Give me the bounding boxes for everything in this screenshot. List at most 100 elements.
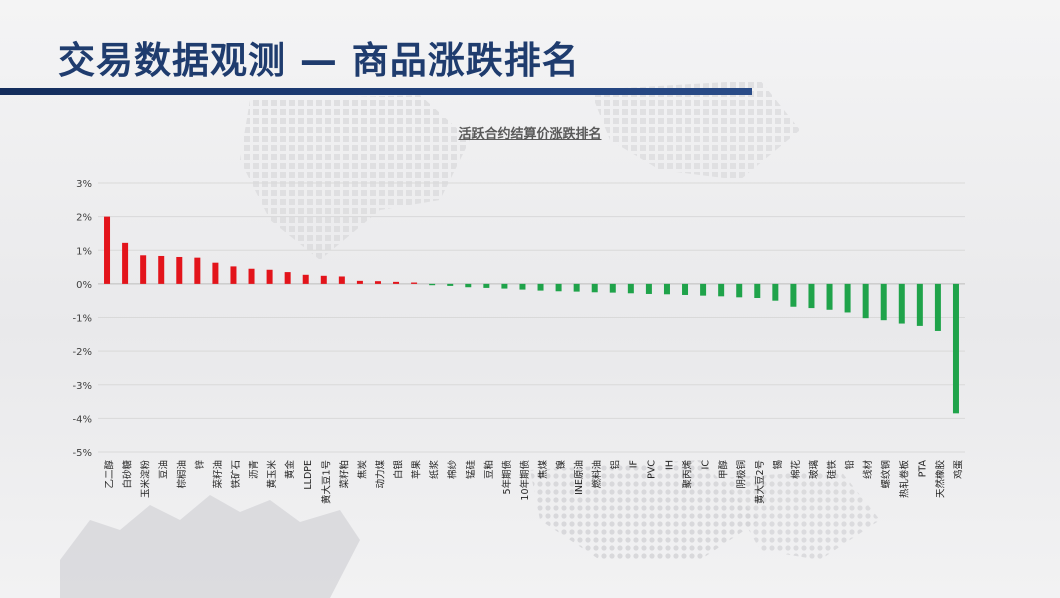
x-tick-label: 硅铁: [826, 460, 838, 480]
title-underline-bar: [0, 88, 752, 95]
y-tick-label: 0%: [76, 280, 92, 291]
x-tick-label: 棕榈油: [176, 460, 188, 489]
bar-4: [158, 255, 165, 284]
bar-19: [429, 283, 436, 286]
x-tick-label: 棉纱: [447, 460, 459, 480]
bar-38: [772, 283, 779, 301]
bar-21: [465, 283, 472, 288]
x-tick-label: 5年期债: [501, 460, 513, 495]
x-tick-label: IH: [664, 460, 675, 470]
x-tick-label: 白砂糖: [122, 460, 134, 489]
x-tick-label: 黄玉米: [266, 460, 278, 489]
bar-27: [573, 283, 580, 292]
x-tick-label: 锰硅: [465, 460, 477, 480]
chart-title: 活跃合约结算价涨跌排名: [458, 127, 602, 142]
bar-32: [663, 283, 670, 295]
y-tick-label: -3%: [73, 381, 92, 392]
x-tick-label: 阴极铜: [736, 460, 748, 489]
x-tick-label: 10年期债: [519, 460, 531, 501]
bar-12: [302, 274, 309, 284]
x-tick-label: LLDPE: [303, 460, 314, 490]
x-tick-label: 铁矿石: [230, 460, 242, 489]
x-tick-label: IC: [701, 460, 712, 470]
bar-26: [555, 283, 562, 292]
x-tick-label: INE原油: [573, 460, 585, 495]
x-tick-label: 乙二醇: [104, 460, 116, 489]
x-tick-label: 玻璃: [808, 460, 820, 479]
x-tick-label: 动力煤: [374, 460, 386, 489]
bar-25: [537, 283, 544, 291]
bar-44: [880, 283, 887, 321]
y-tick-label: 1%: [76, 246, 92, 257]
bar-45: [898, 283, 905, 324]
bar-17: [393, 281, 400, 284]
x-tick-label: 沥青: [248, 460, 260, 479]
y-tick-label: -5%: [73, 448, 92, 459]
bar-5: [176, 256, 183, 284]
y-tick-label: -4%: [73, 414, 92, 425]
bar-15: [356, 280, 363, 284]
bar-8: [230, 266, 237, 284]
x-tick-label: 锌: [194, 460, 206, 470]
y-tick-label: -2%: [73, 347, 92, 358]
x-tick-label: 鸡蛋: [952, 460, 964, 480]
bar-11: [284, 272, 291, 284]
x-tick-label: 热轧卷板: [898, 460, 910, 499]
x-tick-label: 苹果: [411, 460, 423, 480]
bar-35: [718, 283, 725, 297]
x-tick-label: 铅: [844, 460, 856, 470]
bar-18: [411, 282, 418, 284]
x-tick-label: PVC: [646, 460, 657, 479]
bar-6: [194, 257, 201, 284]
x-tick-label: 纸浆: [429, 460, 441, 480]
bar-22: [483, 283, 490, 288]
y-tick-label: 3%: [76, 179, 92, 190]
y-tick-label: -1%: [73, 314, 92, 325]
bar-48: [952, 283, 959, 414]
grid-lines: [98, 182, 965, 453]
slide-title: 交易数据观测 — 商品涨跌排名: [58, 39, 580, 82]
x-tick-label: PTA: [917, 460, 928, 478]
bar-29: [609, 283, 616, 293]
bar-9: [248, 268, 255, 284]
x-tick-label: 甲醇: [718, 460, 730, 480]
x-tick-label: 菜籽粕: [338, 460, 350, 489]
bar-10: [266, 269, 273, 284]
x-tick-label: 焦炭: [356, 460, 368, 480]
x-tick-label: 黄大豆1号: [320, 460, 332, 504]
bar-34: [700, 283, 707, 296]
x-tick-label: 豆油: [158, 460, 170, 479]
x-tick-label: 豆粕: [483, 460, 495, 479]
bar-2: [122, 242, 129, 284]
y-tick-labels: 3% 2% 1% 0% -1% -2% -3% -4% -5%: [73, 179, 92, 459]
x-tick-labels: 乙二醇 白砂糖 玉米淀粉 豆油 棕榈油锌菜籽油 铁矿石 沥青 黄玉米 黄金 LLDPE 黄大豆1号菜…: [104, 460, 965, 505]
bar-20: [447, 283, 454, 286]
x-tick-label: 菜籽油: [212, 460, 224, 489]
bar-42: [844, 283, 851, 313]
x-tick-label: 镍: [555, 460, 567, 470]
bar-13: [320, 275, 327, 284]
bar-43: [862, 283, 869, 319]
bar-3: [140, 255, 147, 284]
bar-23: [501, 283, 508, 289]
bar-47: [934, 283, 941, 331]
bar-30: [627, 283, 634, 294]
x-tick-label: 棉花: [790, 460, 802, 480]
x-tick-label: 聚丙烯: [682, 460, 694, 489]
x-tick-label: 焦煤: [537, 460, 549, 480]
x-tick-label: 黄金: [284, 460, 296, 480]
bar-24: [519, 283, 526, 290]
bar-33: [682, 283, 689, 295]
x-tick-label: 螺纹钢: [880, 460, 892, 489]
bar-1: [104, 216, 111, 284]
bar-14: [338, 276, 345, 284]
bar-41: [826, 283, 833, 310]
x-tick-label: 锡: [772, 460, 784, 470]
bar-16: [374, 281, 381, 284]
bar-31: [645, 283, 652, 294]
x-tick-label: 玉米淀粉: [140, 460, 152, 499]
bar-40: [808, 283, 815, 309]
x-tick-label: 白银: [393, 460, 405, 480]
